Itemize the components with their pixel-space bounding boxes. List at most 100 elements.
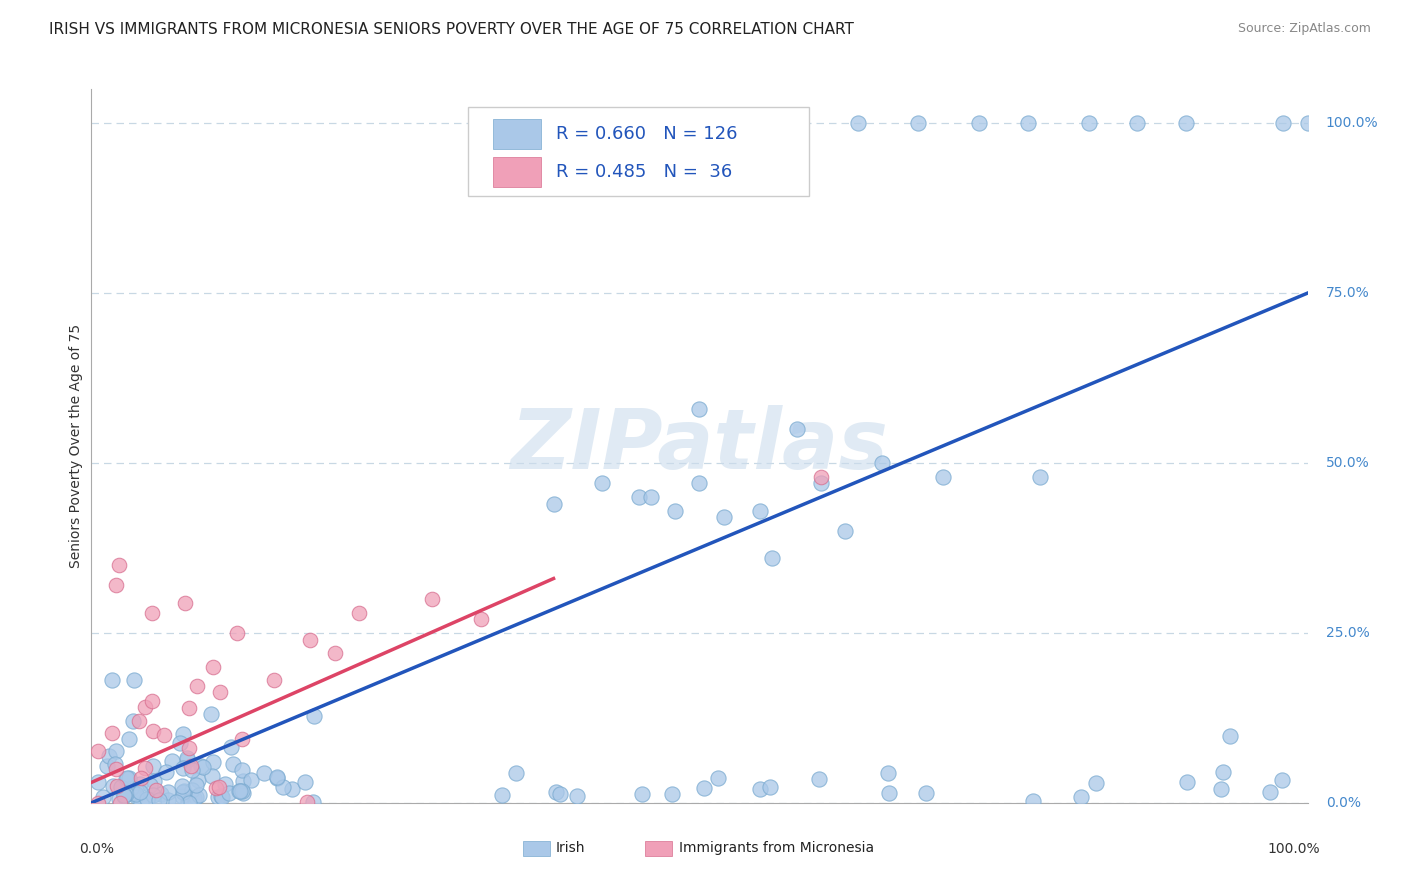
Point [688,401,710,416]
Point [110,780,132,795]
Point [87,775,110,789]
Point [846,116,869,130]
Bar [492,119,541,149]
Point [706,771,728,785]
Point [101,673,124,688]
Point [115,783,138,797]
Point [177,700,200,714]
Point [266,771,288,785]
Point [165,795,187,809]
Point [129,771,152,785]
Point [91,789,114,804]
Point [186,679,208,693]
Point [187,772,209,787]
Y-axis label: Seniors Poverty Over the Age of 75: Seniors Poverty Over the Age of 75 [69,324,83,568]
Point [907,116,929,130]
Point [145,782,167,797]
Text: 0.0%: 0.0% [1326,796,1361,810]
Point [786,422,808,436]
Point [967,116,990,130]
Point [749,503,772,517]
Point [271,780,294,794]
Text: 75.0%: 75.0% [1326,286,1369,300]
Point [120,780,142,795]
Point [228,784,250,798]
Point [1211,781,1233,796]
Point [136,792,159,806]
Point [101,780,124,794]
Point [128,714,150,729]
Point [205,780,228,795]
Point [172,727,194,741]
Point [693,781,716,796]
Point [104,762,127,776]
Text: 100.0%: 100.0% [1326,116,1378,130]
Point [176,753,198,767]
Point [208,780,231,795]
Point [294,775,316,789]
Point [1126,116,1149,130]
Point [153,728,176,742]
Point [810,469,832,483]
Point [470,612,492,626]
Point [107,558,129,572]
Point [263,673,285,688]
Point [834,524,856,538]
Text: 0.0%: 0.0% [79,842,114,856]
Point [97,748,120,763]
Point [115,772,138,786]
Point [101,726,124,740]
Point [107,779,129,793]
Point [117,771,139,785]
Point [253,766,276,780]
Point [664,503,686,517]
Point [761,551,783,566]
Point [128,784,150,798]
Point [870,456,893,470]
Point [156,793,179,807]
Point [807,772,830,786]
Point [156,785,179,799]
Text: ZIPatlas: ZIPatlas [510,406,889,486]
Point [112,788,135,802]
Point [180,783,202,797]
Point [125,789,148,803]
Point [810,476,832,491]
Point [347,606,370,620]
Point [565,789,588,804]
Point [110,796,132,810]
Point [1085,776,1108,790]
Point [186,790,208,805]
Point [177,741,200,756]
Point [129,796,152,810]
Point [184,778,207,792]
Point [125,787,148,801]
Point [172,785,194,799]
Point [876,765,898,780]
Point [121,786,143,800]
Bar [645,840,672,856]
Point [877,786,900,800]
Point [218,786,240,800]
Point [232,786,254,800]
Point [122,673,145,688]
Point [420,591,443,606]
Point [1219,729,1241,743]
Bar [523,840,550,856]
Point [226,626,249,640]
Point [231,773,253,788]
Point [1212,765,1234,780]
Text: Immigrants from Micronesia: Immigrants from Micronesia [679,841,875,855]
Point [631,787,654,801]
Text: IRISH VS IMMIGRANTS FROM MICRONESIA SENIORS POVERTY OVER THE AGE OF 75 CORRELATI: IRISH VS IMMIGRANTS FROM MICRONESIA SENI… [49,22,853,37]
Point [640,490,662,504]
Point [191,759,214,773]
Point [121,784,143,798]
Point [142,788,165,802]
Point [200,768,222,782]
Point [148,793,170,807]
Point [214,777,236,791]
Point [548,788,571,802]
Point [86,744,108,758]
Point [176,751,198,765]
